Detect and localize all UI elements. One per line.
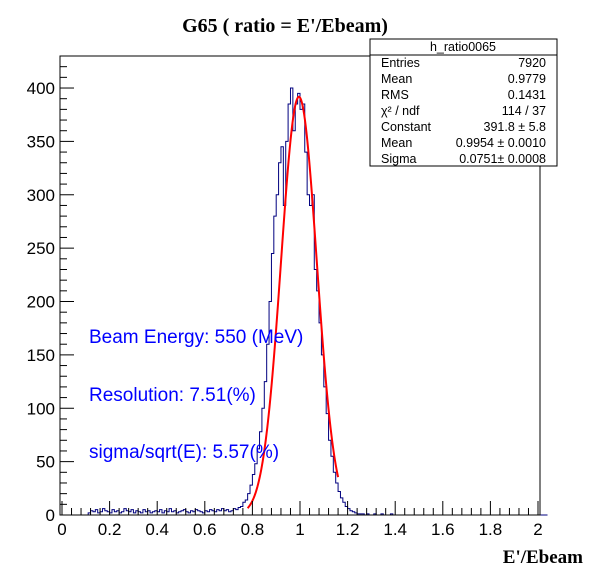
stats-row-value: 0.9779 [508, 72, 546, 86]
x-tick-label: 0.4 [145, 520, 169, 539]
y-tick-label: 200 [27, 293, 55, 312]
stats-box: h_ratio0065 Entries 7920 Mean 0.9779 RMS 0.14… [369, 38, 558, 167]
stats-row-value: 0.9954 ± 0.0010 [456, 136, 546, 150]
stats-row-label: Entries [381, 56, 420, 70]
y-axis: 0 50 100 150 200 250 300 350 400 [27, 55, 74, 525]
x-tick-label: 2 [533, 520, 542, 539]
chart-title: G65 ( ratio = E'/Ebeam) [182, 15, 388, 37]
stats-row-value: 114 / 37 [502, 104, 546, 118]
stats-row-label: χ² / ndf [381, 104, 420, 118]
x-tick-label: 0.6 [193, 520, 217, 539]
stats-row-value: 7920 [518, 56, 546, 70]
y-tick-label: 150 [27, 346, 55, 365]
stats-row-label: Mean [381, 72, 412, 86]
fit-curve [246, 95, 340, 509]
x-tick-label: 0.2 [98, 520, 122, 539]
stats-box-title: h_ratio0065 [430, 40, 496, 54]
y-tick-label: 100 [27, 399, 55, 418]
x-axis: 0 0.2 0.4 0.6 0.8 1 1.2 1.4 1.6 1.8 2 [57, 501, 543, 539]
stats-box-frame [369, 38, 558, 167]
stats-row-value: 0.0751± 0.0008 [459, 152, 546, 166]
y-tick-label: 400 [27, 79, 55, 98]
x-tick-label: 1.4 [383, 520, 407, 539]
resolution-annotation: Resolution: 7.51(%) [89, 385, 256, 406]
stats-row-value: 391.8 ± 5.8 [484, 120, 547, 134]
stats-row-label: RMS [381, 88, 409, 102]
stats-row-label: Sigma [381, 152, 416, 166]
stats-row-label: Constant [381, 120, 432, 134]
stats-box-rows: Entries 7920 Mean 0.9779 RMS 0.1431 χ² / ndf 11… [381, 56, 546, 166]
y-tick-label: 350 [27, 132, 55, 151]
x-tick-label: 0 [57, 520, 66, 539]
x-tick-label: 1.2 [336, 520, 360, 539]
x-tick-label: 1 [295, 520, 304, 539]
y-tick-label: 300 [27, 186, 55, 205]
gaussian-fit [246, 95, 340, 509]
y-tick-label: 0 [46, 506, 55, 525]
stats-row-value: 0.1431 [508, 88, 546, 102]
y-tick-label: 50 [36, 453, 55, 472]
x-tick-label: 0.8 [241, 520, 265, 539]
x-tick-label: 1.8 [479, 520, 503, 539]
y-tick-label: 250 [27, 239, 55, 258]
x-tick-label: 1.6 [431, 520, 455, 539]
beam-energy-annotation: Beam Energy: 550 (MeV) [89, 327, 303, 348]
sigma-sqrt-annotation: sigma/sqrt(E): 5.57(%) [89, 442, 279, 463]
x-axis-label: E'/Ebeam [503, 547, 583, 568]
stats-row-label: Mean [381, 136, 412, 150]
